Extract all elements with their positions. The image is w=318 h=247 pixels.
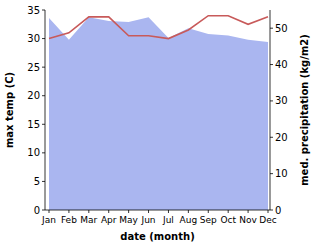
y2-tick — [270, 173, 273, 174]
y2-tick — [270, 100, 273, 101]
x-axis-label: date (month) — [120, 231, 194, 242]
y-tick-label: 35 — [27, 5, 40, 16]
y2-tick-label: 50 — [275, 23, 288, 34]
x-tick-label: Mar — [80, 215, 97, 225]
y-tick-label: 10 — [27, 147, 40, 158]
x-tick-label: Nov — [239, 215, 257, 225]
y2-tick — [270, 28, 273, 29]
y-tick — [42, 95, 45, 96]
x-tick-label: Jan — [41, 215, 56, 225]
x-axis-line — [45, 210, 270, 211]
x-tick-label: Aug — [180, 215, 198, 225]
y-tick — [42, 10, 45, 11]
y-tick — [42, 152, 45, 153]
x-tick — [148, 210, 149, 213]
x-tick — [248, 210, 249, 213]
x-tick-label: Dec — [259, 215, 276, 225]
x-tick — [108, 210, 109, 213]
x-tick — [128, 210, 129, 213]
y2-tick-label: 10 — [275, 168, 288, 179]
x-tick — [188, 210, 189, 213]
x-tick-label: Jul — [162, 215, 174, 225]
y-tick-label: 20 — [27, 90, 40, 101]
y-axis-line — [45, 10, 46, 210]
x-tick-label: Sep — [200, 215, 217, 225]
y-tick-label: 30 — [27, 33, 40, 44]
y-tick-label: 5 — [34, 176, 40, 187]
x-tick-label: May — [119, 215, 138, 225]
x-tick — [268, 210, 269, 213]
temp-line — [49, 16, 268, 39]
x-tick — [49, 210, 50, 213]
y-tick — [42, 124, 45, 125]
y-tick — [42, 38, 45, 39]
y2-tick-label: 20 — [275, 132, 288, 143]
x-tick — [208, 210, 209, 213]
y2-tick — [270, 64, 273, 65]
precip-area — [49, 17, 268, 210]
x-tick — [168, 210, 169, 213]
x-tick — [88, 210, 89, 213]
y2-axis-line — [270, 10, 271, 210]
x-tick-label: Feb — [61, 215, 77, 225]
y2-tick-label: 0 — [275, 205, 281, 216]
y2-tick — [270, 137, 273, 138]
x-tick — [228, 210, 229, 213]
chart: 0 5 10 15 20 25 30 35 0 10 20 30 40 50 Jan FebMar AprMay… — [0, 0, 318, 247]
x-tick-label: Oct — [220, 215, 236, 225]
y-tick-label: 25 — [27, 62, 40, 73]
y-tick — [42, 181, 45, 182]
y2-axis-label: med. precipitation (kg/m2) — [299, 34, 310, 186]
x-tick-label: Jun — [141, 215, 156, 225]
y2-tick-label: 40 — [275, 59, 288, 70]
y-tick — [42, 210, 45, 211]
y-tick-label: 15 — [27, 119, 40, 130]
x-tick — [68, 210, 69, 213]
y2-tick-label: 30 — [275, 95, 288, 106]
y-axis-label: max temp (C) — [4, 72, 15, 148]
y-tick-label: 0 — [34, 205, 40, 216]
plot-marks — [49, 16, 268, 210]
y-tick — [42, 67, 45, 68]
y2-tick — [270, 210, 273, 211]
x-tick-label: Apr — [101, 215, 117, 225]
